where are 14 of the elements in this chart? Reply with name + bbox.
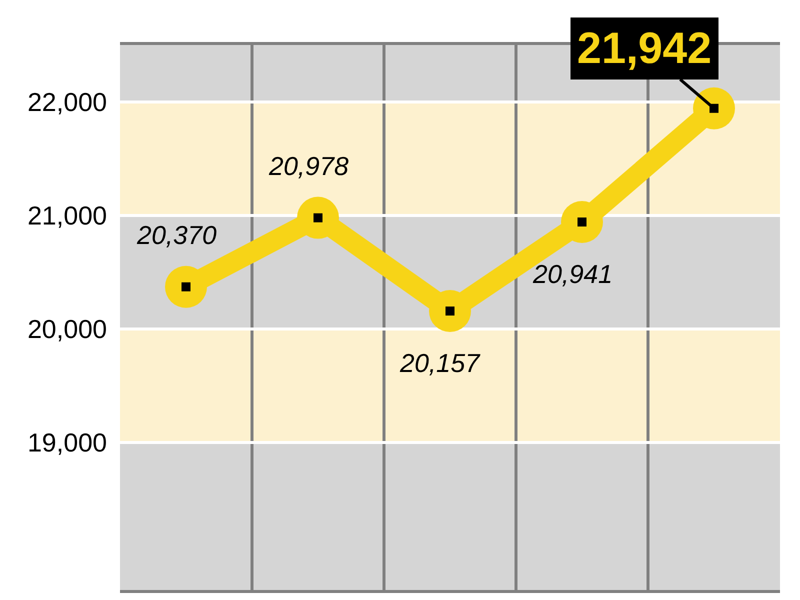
y-tick-label: 20,000	[27, 314, 107, 344]
data-label: 20,370	[136, 220, 218, 250]
data-label: 20,941	[532, 259, 613, 289]
point	[297, 196, 339, 239]
data-label: 20,978	[268, 151, 350, 181]
point	[165, 266, 207, 308]
y-tick-label: 22,000	[27, 86, 107, 117]
y-tick-label: 19,000	[27, 428, 107, 458]
data-label: 21,942	[577, 24, 712, 73]
point	[693, 87, 735, 130]
data-label: 20,157	[399, 348, 482, 378]
point	[429, 290, 471, 332]
point	[561, 201, 603, 243]
y-tick-label: 21,000	[27, 200, 107, 230]
